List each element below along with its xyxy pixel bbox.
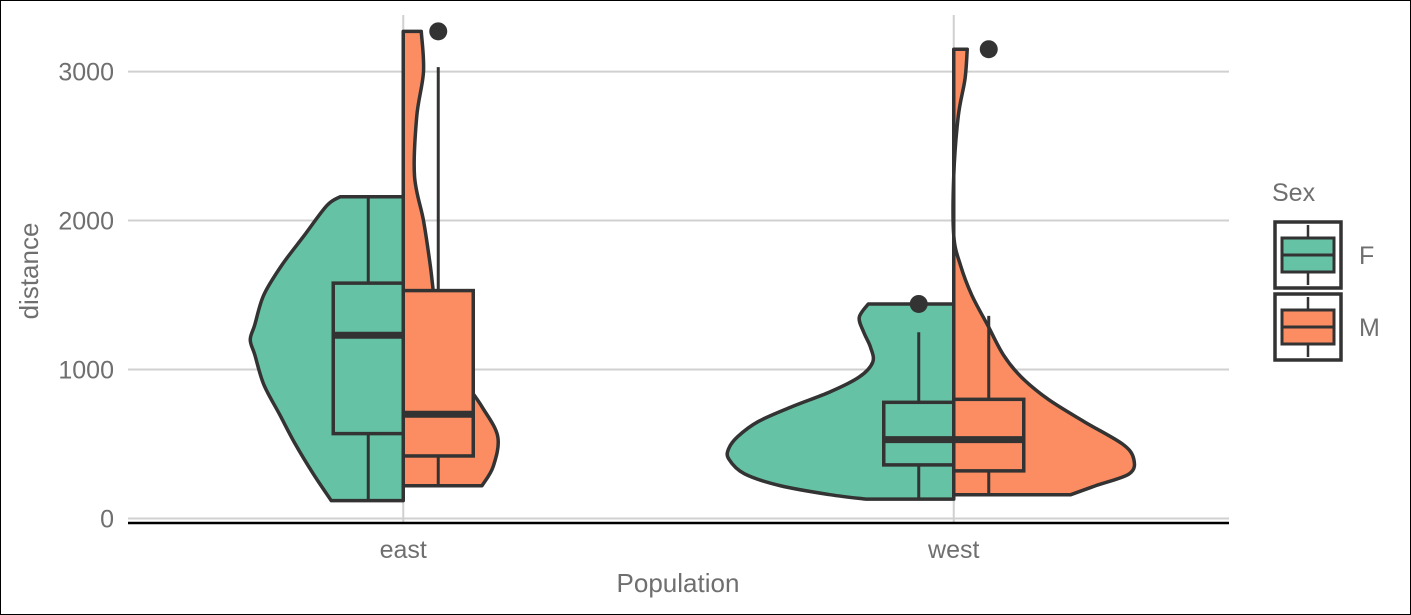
box-iqr [401,288,475,458]
x-tick-label: east [380,536,427,564]
y-tick-label: 2000 [58,208,114,236]
x-tick-label: west [927,536,979,564]
y-axis-title: distance [14,223,44,320]
violin-east-M [401,22,500,488]
violin-east-F [248,194,405,503]
y-tick-label: 3000 [58,59,114,87]
outlier-point [429,22,448,41]
x-axis-title: Population [617,568,740,598]
legend-item-M: M [1273,292,1380,362]
violin-half [951,47,1137,497]
y-tick-labels: 0 1000 2000 3000 [58,59,114,534]
legend-item-F: F [1273,220,1374,290]
legend-items: FM [1273,220,1380,362]
violin-west-F [725,294,956,501]
legend: Sex FM [1272,179,1380,362]
y-tick-label: 0 [100,506,114,534]
legend-label: M [1359,314,1380,342]
plot-layer [248,22,1137,503]
box-iqr [952,397,1026,473]
outlier-point [979,40,998,59]
violin-west-M [951,40,1137,497]
legend-label: F [1359,242,1374,270]
legend-title: Sex [1272,179,1316,207]
box-iqr [331,281,405,436]
y-tick-label: 1000 [58,357,114,385]
box-iqr [882,400,956,467]
outlier-point [909,294,928,313]
x-tick-labels: east west [380,536,980,564]
